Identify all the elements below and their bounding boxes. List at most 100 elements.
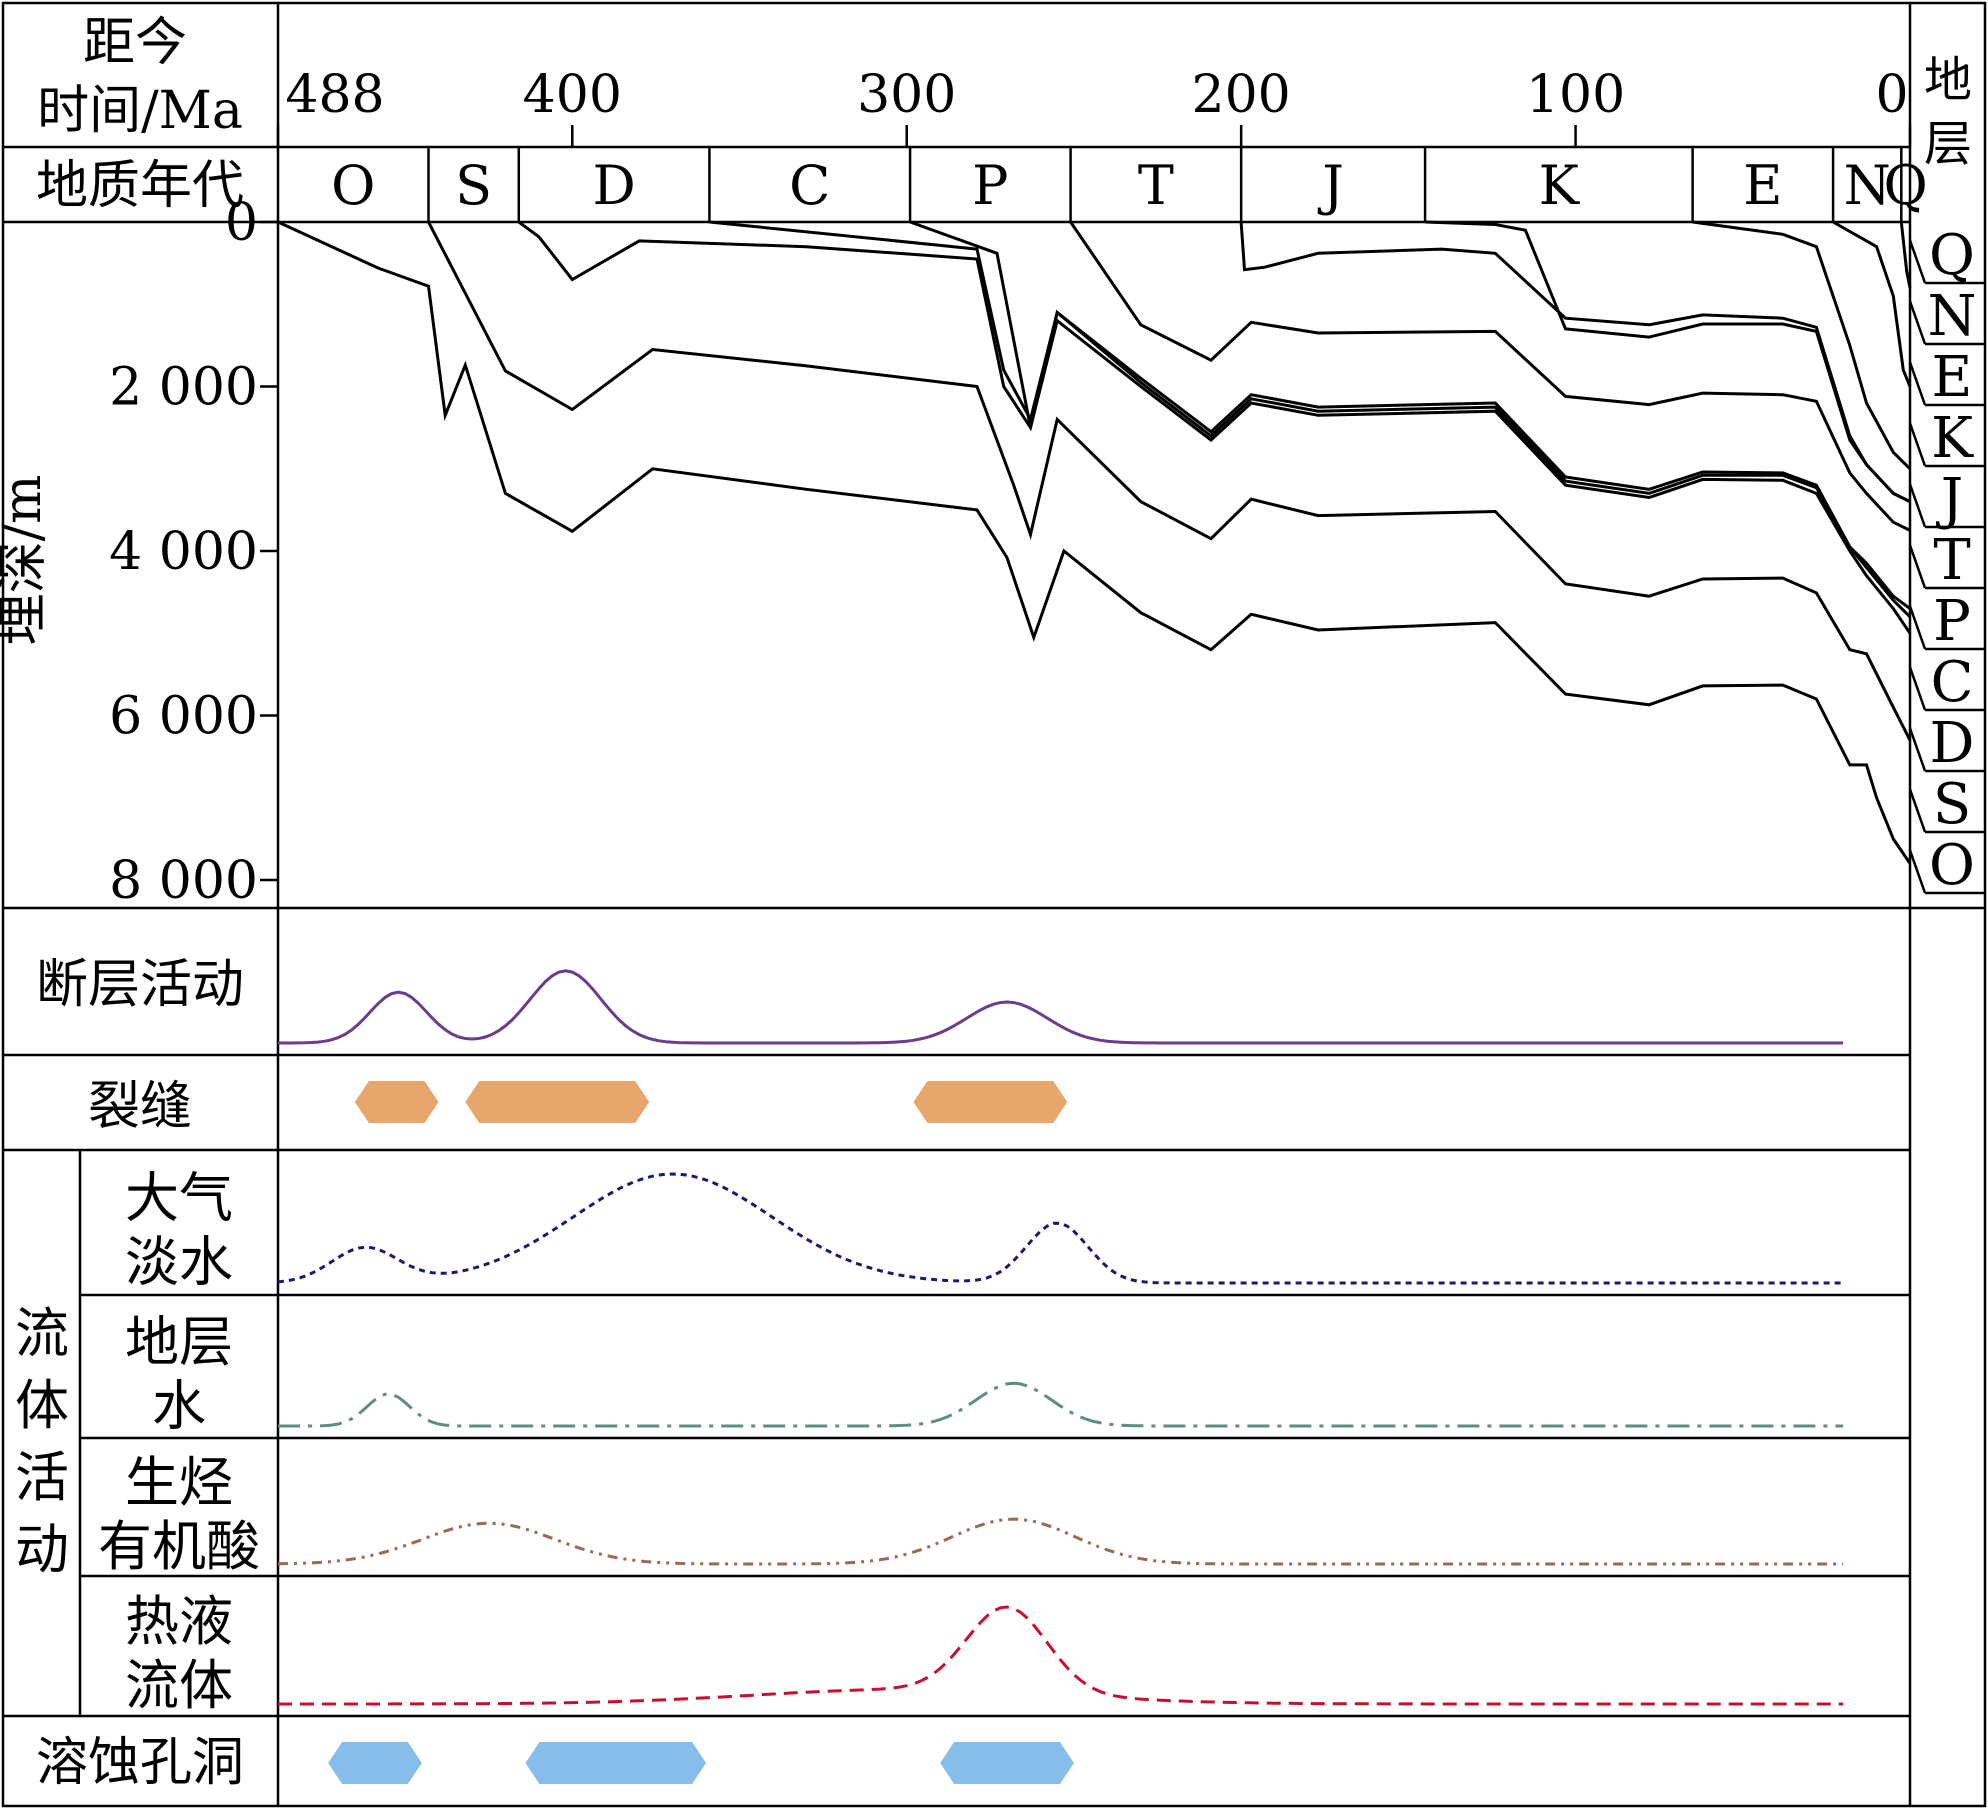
time-tick-label: 100 bbox=[1526, 65, 1625, 125]
fluid-label-line1: 地层 bbox=[125, 1311, 233, 1374]
period-label-K: K bbox=[1539, 154, 1581, 217]
time-label-line1: 距今 bbox=[83, 13, 187, 73]
strata-label-line2: 层 bbox=[1924, 116, 1972, 172]
fluid-curve-3 bbox=[278, 1605, 1844, 1706]
burial-curve-7 bbox=[1425, 220, 1911, 503]
depth-tick-label: 0 bbox=[225, 193, 258, 253]
fracture-bar bbox=[354, 1081, 439, 1123]
burial-curve-5 bbox=[1069, 221, 1911, 532]
strata-label-J: J bbox=[1936, 467, 1963, 532]
fluid-label-line1: 大气 bbox=[125, 1167, 233, 1230]
depth-tick-label: 2 000 bbox=[109, 358, 258, 418]
fluid-label-line1: 生烃 bbox=[125, 1451, 233, 1514]
time-tick-label: 400 bbox=[523, 65, 622, 125]
period-label-Q: Q bbox=[1884, 154, 1928, 217]
strata-label-line1: 地 bbox=[1924, 52, 1972, 108]
fluid-label-line2: 水 bbox=[152, 1375, 206, 1438]
strata-connector bbox=[1908, 361, 1927, 406]
strata-label-N: N bbox=[1928, 284, 1977, 349]
dissolution-bar bbox=[525, 1742, 707, 1784]
strata-label-S: S bbox=[1933, 772, 1971, 837]
strata-connector bbox=[1908, 788, 1927, 833]
dissolution-bar bbox=[940, 1742, 1074, 1784]
period-label-S: S bbox=[455, 154, 492, 217]
strata-label-Q: Q bbox=[1929, 223, 1975, 288]
period-row: O S D C P T J K E NQ bbox=[331, 147, 1928, 222]
strata-label-P: P bbox=[1933, 589, 1971, 654]
time-axis: 488 400 300 200 100 0 bbox=[276, 65, 1912, 147]
age-row-label: 地质年代 bbox=[36, 156, 244, 216]
time-tick-label: 200 bbox=[1192, 65, 1291, 125]
fluid-label-line2: 淡水 bbox=[125, 1231, 233, 1294]
fluid-label-line2: 有机酸 bbox=[98, 1515, 260, 1578]
fluid-group-char: 动 bbox=[15, 1518, 69, 1581]
fluid-group-char: 活 bbox=[15, 1446, 69, 1509]
strata-connector bbox=[1908, 483, 1927, 528]
fluid-curve-2 bbox=[277, 1517, 1844, 1566]
burial-curve-6 bbox=[1239, 221, 1911, 503]
fluid-group-char: 流 bbox=[15, 1302, 69, 1365]
strata-label-O: O bbox=[1929, 833, 1975, 898]
time-label-line2: 时间/Ma bbox=[37, 81, 243, 141]
event-curves bbox=[277, 969, 1844, 1706]
burial-curve-1 bbox=[427, 221, 1912, 741]
strata-label-C: C bbox=[1931, 650, 1974, 715]
fluid-curve-1 bbox=[278, 1381, 1844, 1428]
period-label-C: C bbox=[789, 154, 830, 217]
depth-tick-label: 4 000 bbox=[109, 522, 258, 582]
burial-curve-4 bbox=[909, 220, 1911, 610]
strata-connector bbox=[1908, 727, 1927, 772]
period-label-J: J bbox=[1317, 154, 1344, 217]
burial-curve-9 bbox=[1832, 220, 1912, 388]
period-label-T: T bbox=[1138, 154, 1174, 217]
burial-curve-2 bbox=[517, 220, 1912, 635]
time-tick-label: 0 bbox=[1875, 65, 1908, 125]
y-axis-title: 埋深/m bbox=[0, 475, 53, 646]
fault-activity-curve bbox=[278, 969, 1844, 1045]
strata-label-D: D bbox=[1930, 711, 1975, 776]
strata-connector bbox=[1908, 605, 1927, 650]
strata-connector bbox=[1908, 422, 1927, 467]
strata-label-E: E bbox=[1932, 345, 1973, 410]
fracture-bar bbox=[465, 1081, 650, 1123]
burial-curve-8 bbox=[1692, 220, 1912, 470]
depth-tick-label: 8 000 bbox=[109, 851, 258, 911]
strata-connector bbox=[1908, 849, 1927, 894]
strata-connector bbox=[1908, 666, 1927, 711]
fluid-label-line1: 热液 bbox=[125, 1590, 233, 1653]
event-bars bbox=[328, 1081, 1074, 1784]
burial-curve-0 bbox=[277, 220, 1912, 865]
strata-label-K: K bbox=[1931, 406, 1974, 471]
burial-curves bbox=[277, 220, 1912, 865]
strata-connector bbox=[1908, 300, 1927, 345]
fracture-bar bbox=[913, 1081, 1068, 1123]
fluid-group-char: 体 bbox=[15, 1374, 69, 1437]
fluid-curve-0 bbox=[277, 1172, 1844, 1285]
depth-tick-label: 6 000 bbox=[109, 687, 258, 747]
period-label-D: D bbox=[592, 154, 635, 217]
depth-axis: 0 2 000 4 000 6 000 8 000 bbox=[109, 193, 278, 911]
period-label-O: O bbox=[331, 154, 375, 217]
period-label-E: E bbox=[1743, 154, 1782, 217]
strata-connector bbox=[1908, 239, 1927, 284]
strata-label-T: T bbox=[1933, 528, 1970, 593]
fluid-label-line2: 流体 bbox=[125, 1654, 233, 1717]
time-tick-label: 488 bbox=[285, 65, 384, 125]
fracture-row-label: 裂缝 bbox=[88, 1077, 192, 1137]
burial-curve-10 bbox=[1899, 221, 1912, 289]
time-tick-label: 300 bbox=[857, 65, 956, 125]
fault-row-label: 断层活动 bbox=[36, 955, 244, 1015]
dissolution-row-label: 溶蚀孔洞 bbox=[36, 1733, 244, 1793]
period-label-P: P bbox=[972, 154, 1008, 217]
burial-curve-3 bbox=[709, 220, 1912, 618]
strata-connector bbox=[1908, 544, 1927, 589]
dissolution-bar bbox=[328, 1742, 422, 1784]
period-label-N: N bbox=[1844, 154, 1891, 217]
